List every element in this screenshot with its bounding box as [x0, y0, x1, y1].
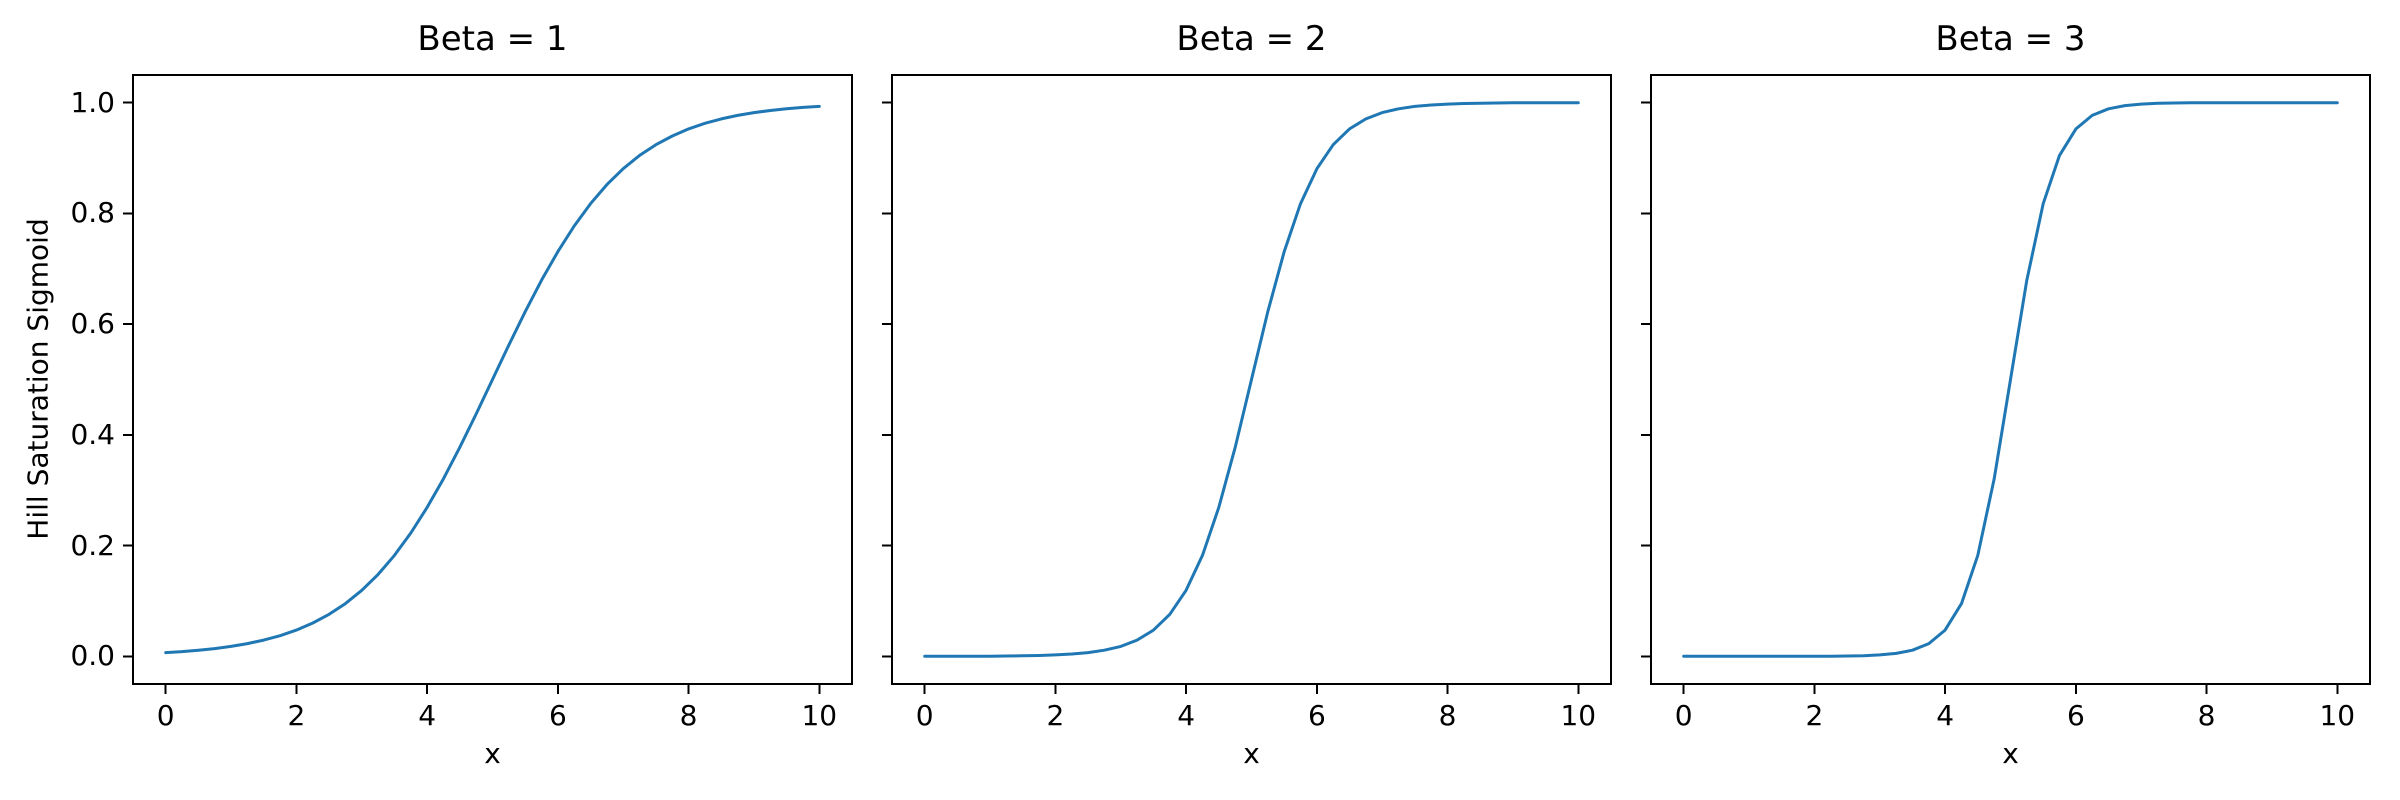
- y-tick-label: 0.8: [70, 196, 115, 230]
- subplot-2-xlabel: x: [1243, 737, 1260, 770]
- sigmoid-curve-beta-2: [923, 101, 1580, 658]
- y-tick-label: 0.2: [70, 528, 115, 562]
- x-tick-label: 6: [1307, 699, 1326, 732]
- x-tick-label: 10: [2319, 699, 2356, 732]
- sigmoid-curve-beta-3: [1682, 101, 2339, 658]
- x-tick-label: 8: [679, 699, 698, 732]
- plot-2-spines: [891, 74, 1612, 685]
- y-tick-label: 1.0: [70, 85, 115, 119]
- x-tick-label: 10: [801, 699, 838, 732]
- subplot-1-xlabel: x: [484, 737, 501, 770]
- x-tick-label: 0: [915, 699, 934, 732]
- x-tick-label: 10: [1560, 699, 1597, 732]
- plot-3-spines: [1650, 74, 2371, 685]
- x-tick-label: 2: [287, 699, 306, 732]
- x-tick-label: 0: [1674, 699, 1693, 732]
- x-tick-label: 2: [1805, 699, 1824, 732]
- subplot-2-title: Beta = 2: [1176, 19, 1327, 59]
- plot-1-spines: [132, 74, 853, 685]
- x-tick-label: 8: [1438, 699, 1457, 732]
- x-tick-label: 0: [156, 699, 175, 732]
- subplot-1-title: Beta = 1: [417, 19, 568, 59]
- x-tick-label: 4: [418, 699, 437, 732]
- x-tick-label: 8: [2197, 699, 2216, 732]
- x-tick-label: 2: [1046, 699, 1065, 732]
- subplot-3-xlabel: x: [2002, 737, 2019, 770]
- subplot-3-title: Beta = 3: [1935, 19, 2086, 59]
- x-tick-label: 6: [2066, 699, 2085, 732]
- x-tick-label: 4: [1936, 699, 1955, 732]
- x-tick-label: 4: [1177, 699, 1196, 732]
- y-axis-label: Hill Saturation Sigmoid: [21, 218, 55, 540]
- y-tick-label: 0.6: [70, 307, 115, 341]
- x-tick-label: 6: [548, 699, 567, 732]
- y-tick-label: 0.0: [70, 639, 115, 673]
- sigmoid-curve-beta-1: [164, 104, 821, 655]
- y-tick-label: 0.4: [70, 417, 115, 451]
